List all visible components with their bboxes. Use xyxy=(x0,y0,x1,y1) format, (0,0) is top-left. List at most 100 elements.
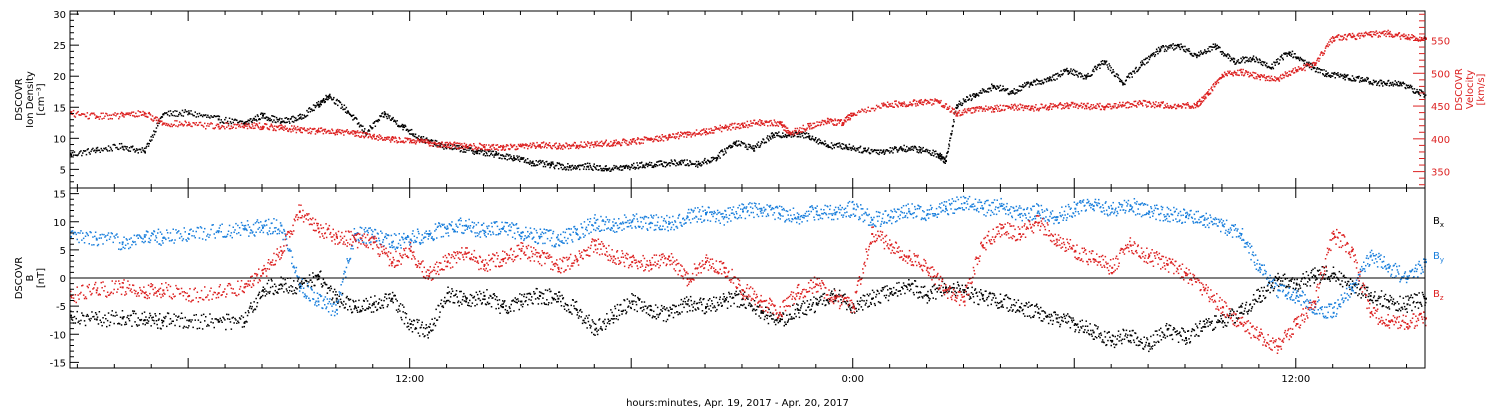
bx-point xyxy=(298,282,301,285)
velocity-point xyxy=(1349,34,1352,37)
bx-point xyxy=(328,287,331,289)
density-point xyxy=(1134,67,1137,70)
velocity-point xyxy=(1236,74,1238,76)
density-point xyxy=(161,116,164,118)
density-point xyxy=(1324,74,1327,77)
bx-point xyxy=(95,313,98,316)
bx-point xyxy=(161,322,164,324)
density-point xyxy=(971,94,974,96)
density-point xyxy=(676,162,679,165)
velocity-point xyxy=(1310,66,1313,68)
density-point xyxy=(1147,61,1149,63)
bx-point xyxy=(505,311,508,314)
velocity-point xyxy=(1361,32,1363,35)
density-point xyxy=(804,133,806,135)
density-point xyxy=(1041,81,1044,84)
density-point xyxy=(553,167,556,170)
density-point xyxy=(1087,72,1089,75)
density-point xyxy=(1312,67,1315,70)
velocity-point xyxy=(1328,41,1330,43)
bx-point xyxy=(112,314,114,317)
bx-point xyxy=(565,303,567,306)
velocity-point xyxy=(787,132,789,134)
velocity-point xyxy=(897,106,899,108)
density-point xyxy=(1002,85,1004,87)
velocity-point xyxy=(1255,76,1258,78)
density-point xyxy=(312,104,315,106)
bx-point xyxy=(630,307,632,310)
density-point xyxy=(1071,70,1073,72)
velocity-point xyxy=(931,99,934,101)
bx-point xyxy=(128,319,131,322)
density-point xyxy=(147,142,149,145)
bx-point xyxy=(124,321,127,323)
density-point xyxy=(578,164,580,167)
velocity-point xyxy=(784,129,786,132)
density-value-point xyxy=(1140,63,1143,66)
bx-point xyxy=(230,328,233,330)
velocity-point xyxy=(1076,103,1079,106)
velocity-point xyxy=(700,134,702,136)
density-point xyxy=(1138,68,1140,71)
velocity-point xyxy=(150,118,152,120)
velocity-point xyxy=(807,123,809,125)
density-point xyxy=(223,122,225,124)
velocity-value-point xyxy=(1369,33,1372,36)
density-point xyxy=(1385,82,1387,85)
bx-point xyxy=(411,331,414,333)
velocity-point xyxy=(651,138,654,140)
bx-point xyxy=(594,334,596,336)
density-point xyxy=(1281,54,1283,56)
velocity-point xyxy=(1080,104,1082,107)
velocity-point xyxy=(537,144,540,146)
bx-point xyxy=(310,285,313,288)
density-point xyxy=(1296,56,1298,58)
bx-point xyxy=(536,297,539,299)
bx-point xyxy=(178,315,180,318)
bx-point xyxy=(223,317,225,320)
velocity-point xyxy=(1038,108,1040,111)
bx-point xyxy=(77,321,79,324)
density-point xyxy=(306,109,308,112)
density-value-point xyxy=(586,165,589,168)
density-value-point xyxy=(808,135,811,138)
velocity-point xyxy=(1199,104,1201,106)
density-point xyxy=(577,165,579,167)
velocity-point xyxy=(523,147,526,149)
velocity-point xyxy=(356,130,359,132)
velocity-value-point xyxy=(243,124,246,127)
bx-point xyxy=(330,287,333,290)
density-point xyxy=(404,125,407,128)
bx-point xyxy=(421,321,423,324)
velocity-point xyxy=(1403,35,1406,38)
bx-point xyxy=(291,290,293,292)
bx-point xyxy=(560,305,563,307)
velocity-point xyxy=(1032,108,1035,110)
bx-point xyxy=(243,325,245,328)
velocity-point xyxy=(616,142,618,145)
velocity-point xyxy=(121,112,124,114)
density-point xyxy=(1420,89,1422,91)
density-point xyxy=(856,147,858,150)
density-point xyxy=(124,146,127,148)
density-point xyxy=(1128,73,1130,75)
density-point xyxy=(508,158,510,160)
velocity-point xyxy=(476,148,479,150)
velocity-point xyxy=(440,142,443,144)
velocity-point xyxy=(925,99,927,102)
density-point xyxy=(1143,58,1145,61)
velocity-value-point xyxy=(760,121,763,124)
density-value-point xyxy=(1251,57,1254,60)
velocity-point xyxy=(352,133,354,135)
density-point xyxy=(1125,79,1127,81)
velocity-point xyxy=(1002,104,1005,107)
velocity-point xyxy=(1194,104,1196,106)
density-point xyxy=(358,126,361,128)
velocity-value-point xyxy=(956,112,959,115)
bx-point xyxy=(604,328,607,330)
density-point xyxy=(646,163,648,166)
velocity-point xyxy=(1211,89,1213,91)
density-point xyxy=(1360,80,1363,83)
density-point xyxy=(93,150,95,152)
density-point xyxy=(973,93,976,95)
